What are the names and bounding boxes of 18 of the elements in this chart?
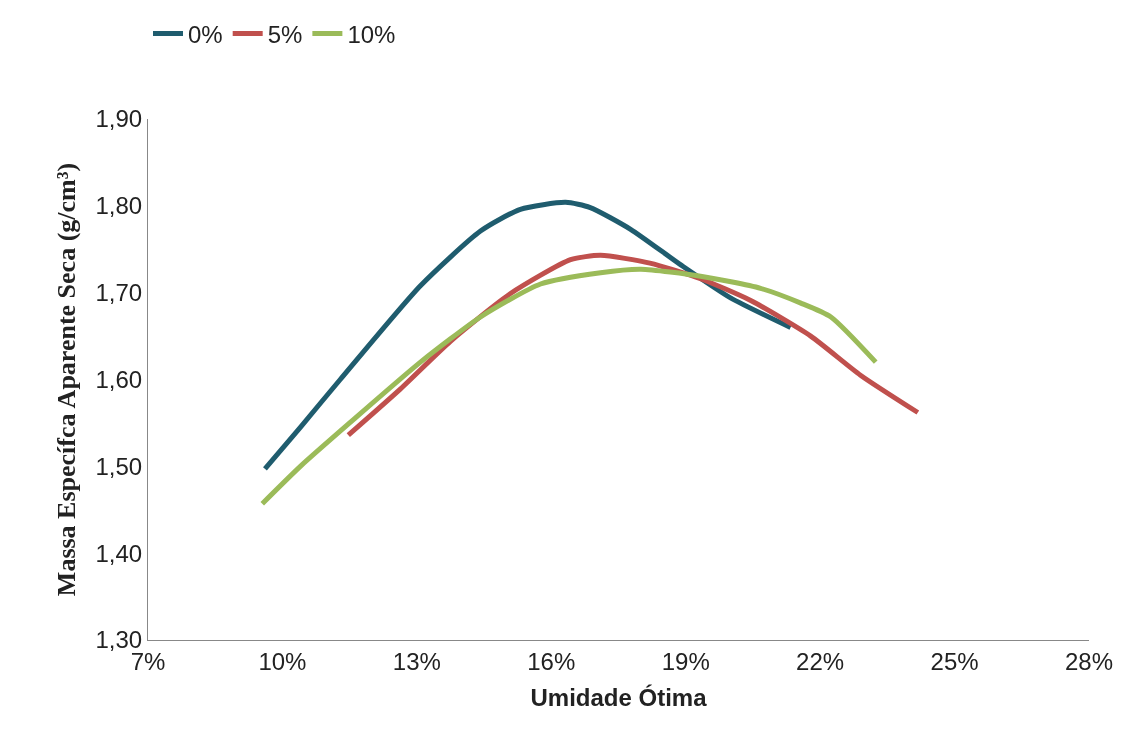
x-tick-label: 22%: [796, 647, 845, 675]
x-tick-label: 10%: [258, 647, 307, 675]
legend-label: 5%: [267, 20, 303, 48]
x-tick-label: 13%: [392, 647, 441, 675]
x-tick-label: 25%: [930, 647, 979, 675]
x-tick-label: 16%: [527, 647, 576, 675]
x-axis-title: Umidade Ótima: [530, 684, 708, 712]
y-tick-label: 1,50: [95, 452, 143, 480]
y-tick-label: 1,70: [95, 279, 143, 307]
y-axis-title: Massa Específca Aparente Seca (g/cm³): [51, 162, 81, 597]
y-tick-label: 1,60: [95, 365, 143, 393]
legend-label: 0%: [188, 20, 223, 48]
x-tick-label: 28%: [1064, 647, 1114, 675]
y-tick-label: 1,90: [95, 105, 143, 133]
legend-label: 10%: [347, 20, 396, 48]
y-tick-label: 1,40: [95, 539, 143, 567]
x-tick-label: 19%: [661, 647, 710, 675]
y-tick-label: 1,80: [95, 192, 143, 220]
